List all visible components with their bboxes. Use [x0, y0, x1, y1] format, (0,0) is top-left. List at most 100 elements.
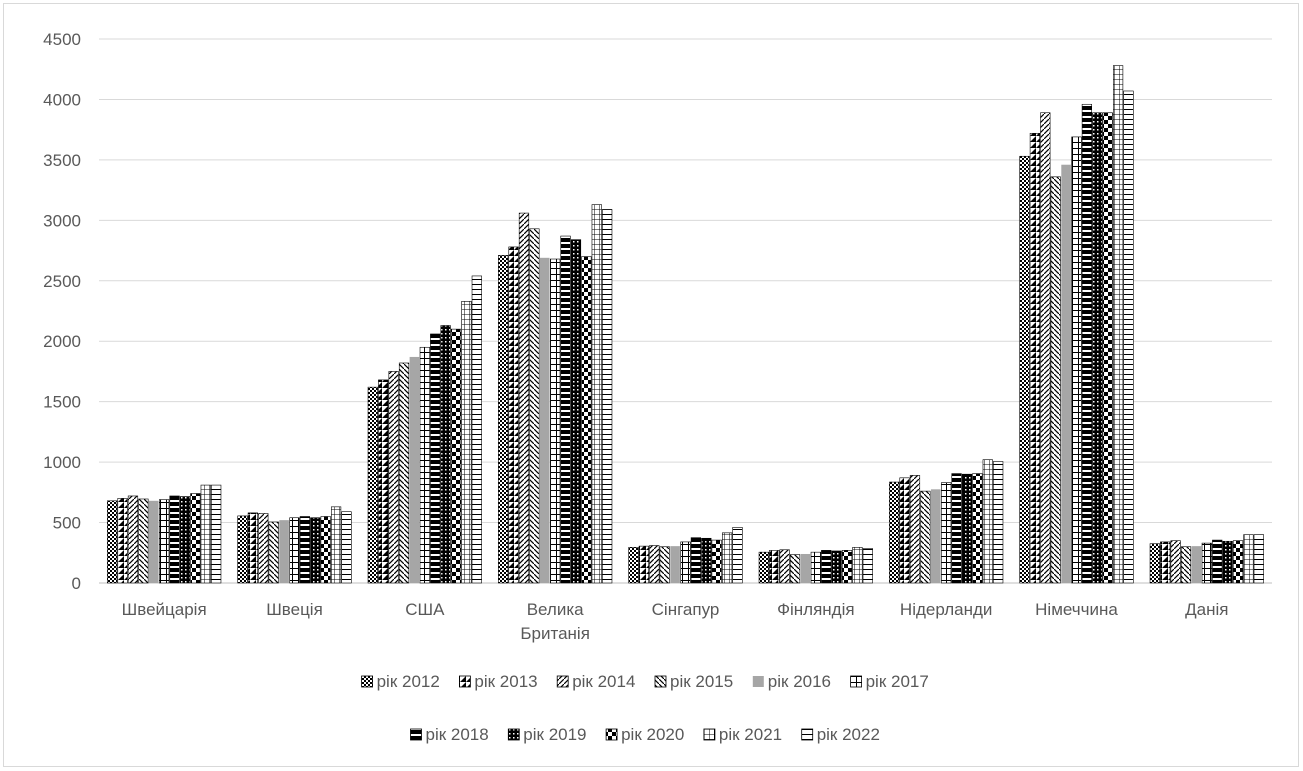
- bar: [628, 547, 639, 584]
- bar-group: [1149, 534, 1264, 584]
- y-tick-label: 2000: [43, 332, 81, 351]
- y-tick-label: 2500: [43, 272, 81, 291]
- legend-swatch: [458, 675, 471, 688]
- bar: [711, 539, 722, 584]
- bar: [498, 255, 509, 584]
- legend-swatch: [654, 675, 667, 688]
- bar: [1123, 90, 1134, 584]
- bar: [237, 515, 248, 584]
- bar: [159, 499, 170, 584]
- legend-label: рік 2019: [523, 725, 586, 744]
- bar: [247, 512, 259, 584]
- bar: [508, 246, 519, 584]
- bar: [899, 477, 910, 584]
- bar: [941, 482, 952, 584]
- category-label: Швейцарія: [122, 600, 207, 619]
- legend-item: рік 2014: [556, 672, 635, 691]
- bar: [909, 475, 921, 584]
- bar: [889, 481, 900, 584]
- bar: [920, 490, 931, 584]
- legend-swatch: [752, 676, 764, 687]
- legend-swatch: [556, 675, 569, 688]
- bar: [638, 545, 649, 584]
- legend-item: рік 2018: [410, 725, 489, 744]
- bar-group: [628, 527, 743, 584]
- bar: [211, 484, 222, 584]
- bar-group: [367, 275, 482, 584]
- bar: [409, 356, 420, 583]
- category-label: Німеччина: [1035, 600, 1118, 619]
- y-tick-label: 500: [53, 514, 81, 533]
- category-label: Швеція: [266, 600, 323, 619]
- bar: [1071, 136, 1082, 584]
- legend-item: рік 2012: [361, 672, 440, 691]
- bar: [769, 550, 780, 584]
- bar-group: [237, 506, 352, 584]
- bar: [721, 532, 733, 584]
- bar: [862, 548, 873, 584]
- category-label: Британія: [520, 624, 590, 643]
- y-tick-label: 3500: [43, 151, 81, 170]
- y-axis-tick-labels: 0 500 1000 1500 2000 2500 3000 3500 4000 4500: [43, 30, 81, 593]
- bar: [419, 346, 430, 584]
- bar: [179, 496, 191, 584]
- bar: [127, 495, 139, 584]
- bar: [279, 520, 289, 583]
- category-label: Нідерланди: [900, 600, 992, 619]
- bar: [461, 301, 472, 584]
- y-tick-label: 1500: [43, 393, 81, 412]
- bar: [591, 204, 602, 584]
- bar: [982, 459, 993, 584]
- bar: [1243, 534, 1254, 584]
- bar: [148, 500, 159, 583]
- y-tick-label: 4000: [43, 90, 81, 109]
- legend-label: рік 2016: [768, 672, 831, 691]
- bar: [310, 517, 321, 584]
- legend-label: рік 2013: [474, 672, 537, 691]
- bar: [440, 325, 451, 584]
- bar: [972, 473, 983, 584]
- bar: [560, 235, 571, 584]
- legend: рік 2012 рік 2013 рік 2014 рік 2015 рік 2016…: [361, 672, 929, 744]
- legend-label: рік 2020: [621, 725, 684, 744]
- category-labels: Швейцарія Швеція США Велика Британія Сінгапур…: [122, 600, 1229, 643]
- bar: [1081, 103, 1092, 584]
- bar: [680, 541, 691, 584]
- legend-item: рік 2021: [703, 725, 782, 744]
- bar: [398, 362, 410, 584]
- bars: [107, 65, 1264, 584]
- bar: [117, 498, 128, 584]
- bar: [1019, 155, 1030, 584]
- category-label: Велика: [527, 600, 584, 619]
- bar: [1061, 164, 1071, 583]
- legend-label: рік 2012: [377, 672, 440, 691]
- bar: [1113, 65, 1124, 584]
- bar: [341, 511, 352, 584]
- bar: [649, 545, 660, 584]
- bar: [190, 493, 201, 584]
- category-label: Фінляндія: [777, 600, 855, 619]
- bar: [800, 553, 811, 583]
- y-tick-label: 1000: [43, 453, 81, 472]
- y-tick-label: 4500: [43, 30, 81, 49]
- chart-frame: 0 500 1000 1500 2000 2500 3000 3500 4000 4500 Шве…: [3, 3, 1299, 767]
- y-tick-label: 3000: [43, 211, 81, 230]
- bar: [732, 527, 743, 584]
- bar: [961, 473, 973, 584]
- bar: [1040, 112, 1051, 584]
- bar: [602, 209, 613, 584]
- legend-label: рік 2017: [866, 672, 929, 691]
- bar: [107, 500, 118, 584]
- bar: [1201, 542, 1212, 584]
- bar: [539, 257, 550, 583]
- bar: [1160, 541, 1171, 584]
- bar: [378, 379, 389, 584]
- bar: [701, 537, 712, 584]
- legend-swatch: [703, 728, 716, 741]
- bar: [1191, 546, 1202, 583]
- category-label: Сінгапур: [652, 600, 720, 619]
- bar-group: [758, 547, 873, 584]
- bar: [852, 547, 863, 584]
- bar: [779, 549, 790, 584]
- bar: [169, 495, 180, 584]
